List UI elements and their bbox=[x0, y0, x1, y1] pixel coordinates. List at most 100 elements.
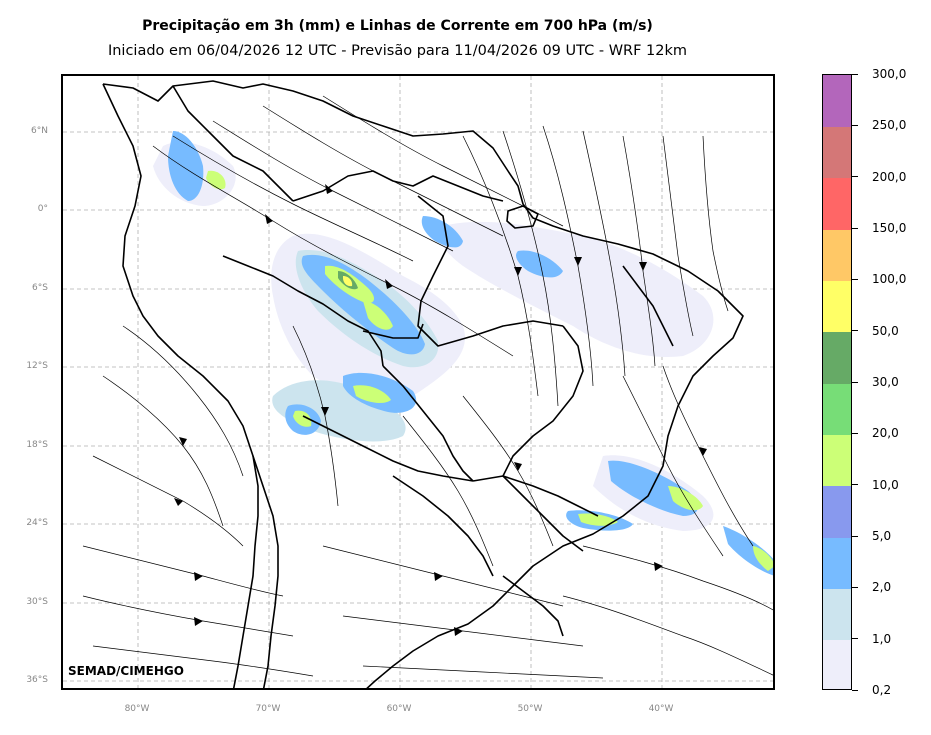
streamline bbox=[92, 645, 314, 677]
colorbar-segment bbox=[823, 229, 851, 281]
lat-label: 24°S bbox=[26, 518, 48, 528]
colorbar-label: 150,0 bbox=[872, 221, 907, 235]
streamline bbox=[662, 135, 694, 337]
precip-green bbox=[578, 513, 618, 526]
border-brazil-uruguay bbox=[502, 575, 564, 637]
streamline-arrow bbox=[194, 617, 203, 626]
lon-label: 40°W bbox=[648, 704, 674, 714]
streamline-arrow bbox=[574, 257, 582, 266]
streamline bbox=[582, 130, 626, 377]
streamline bbox=[102, 375, 224, 527]
colorbar-segment bbox=[823, 639, 851, 689]
lon-label: 60°W bbox=[386, 704, 412, 714]
precip-green bbox=[753, 546, 773, 571]
colorbar-tick bbox=[852, 381, 858, 383]
streamline bbox=[262, 105, 504, 237]
colorbar-tick bbox=[852, 432, 858, 434]
streamline bbox=[362, 665, 604, 679]
lon-label: 80°W bbox=[124, 704, 150, 714]
streamline bbox=[462, 395, 554, 547]
colorbar-tick bbox=[852, 176, 858, 178]
streamline bbox=[502, 130, 559, 407]
colorbar-segment bbox=[823, 280, 851, 333]
border-brazil-peru bbox=[222, 255, 384, 367]
precip-light bbox=[439, 221, 714, 357]
colorbar-segment bbox=[823, 331, 851, 384]
streamline-arrow bbox=[639, 262, 647, 271]
precip-green bbox=[363, 301, 393, 330]
map-canvas bbox=[63, 76, 773, 688]
precip-green bbox=[353, 385, 391, 403]
marajo-island bbox=[506, 205, 539, 229]
colorbar-label: 200,0 bbox=[872, 169, 907, 184]
colorbar-tick bbox=[852, 535, 858, 537]
border-venezuela-brazil bbox=[292, 170, 504, 202]
border-argentina-paraguay bbox=[392, 475, 494, 577]
lon-label: 70°W bbox=[255, 704, 281, 714]
streamline-arrow bbox=[434, 572, 443, 581]
streamline bbox=[172, 135, 414, 262]
streamline bbox=[702, 135, 729, 312]
precip-blue bbox=[421, 216, 463, 248]
colorbar-label: 5,0 bbox=[872, 529, 892, 543]
colorbar-label: 0,2 bbox=[872, 683, 892, 697]
map-panel bbox=[61, 74, 775, 690]
map-title: Precipitação em 3h (mm) e Linhas de Corr… bbox=[142, 18, 653, 34]
colorbar-segment bbox=[823, 126, 851, 179]
state-border bbox=[502, 475, 584, 552]
streamline bbox=[622, 375, 724, 557]
border-chile-argentina bbox=[252, 455, 279, 688]
streamline-arrow bbox=[174, 498, 183, 506]
colorbar-label: 20,0 bbox=[872, 426, 899, 441]
streamline bbox=[402, 415, 494, 567]
streamline-arrow bbox=[179, 437, 187, 446]
precip-green bbox=[293, 410, 312, 427]
colorbar-segment bbox=[823, 177, 851, 230]
colorbar-label: 50,0 bbox=[872, 323, 899, 338]
streamline-arrow bbox=[699, 447, 707, 456]
lat-label: 30°S bbox=[26, 597, 48, 607]
streamline-arrow bbox=[514, 267, 522, 276]
colorbar-label: 2,0 bbox=[872, 580, 892, 595]
colorbar-tick bbox=[852, 689, 858, 691]
colorbar-segment bbox=[823, 588, 851, 641]
streamline bbox=[92, 455, 244, 547]
streamline-arrow bbox=[194, 572, 203, 581]
state-border bbox=[472, 475, 599, 517]
streamline bbox=[582, 545, 773, 611]
state-border bbox=[622, 265, 674, 347]
colorbar-label: 30,0 bbox=[872, 375, 899, 389]
lat-label: 18°S bbox=[26, 440, 48, 450]
colorbar-segment bbox=[823, 434, 851, 487]
streamline-arrows bbox=[174, 184, 707, 636]
lat-label: 6°N bbox=[31, 126, 48, 136]
streamline-arrow bbox=[514, 462, 522, 471]
south-america-west-coast bbox=[102, 83, 259, 688]
colorbar-tick bbox=[852, 73, 858, 75]
lat-label: 36°S bbox=[26, 675, 48, 685]
colorbar bbox=[822, 74, 852, 690]
border-bolivia-paraguay bbox=[302, 415, 474, 482]
colorbar-tick bbox=[852, 330, 858, 332]
border-brazil-bolivia bbox=[382, 365, 474, 482]
state-border bbox=[362, 323, 424, 339]
colorbar-segment bbox=[823, 537, 851, 589]
state-border bbox=[502, 325, 584, 477]
south-america-coastline bbox=[102, 80, 744, 688]
streamline bbox=[82, 595, 294, 637]
state-border bbox=[417, 195, 564, 347]
colorbar-segment bbox=[823, 75, 851, 127]
colorbar-tick bbox=[852, 124, 858, 126]
colorbar-label: 10,0 bbox=[872, 477, 899, 492]
colorbar-label: 300,0 bbox=[872, 67, 907, 81]
colorbar-tick bbox=[852, 638, 858, 640]
watermark-label: SEMAD/CIMEHGO bbox=[68, 664, 184, 678]
colorbar-tick bbox=[852, 586, 858, 588]
streamline bbox=[662, 365, 754, 547]
colorbar-tick bbox=[852, 484, 858, 486]
lat-label: 0° bbox=[37, 204, 48, 214]
colorbar-segment bbox=[823, 485, 851, 538]
streamline-arrow bbox=[654, 562, 663, 571]
streamline bbox=[152, 145, 514, 357]
precipitation-field bbox=[153, 131, 773, 576]
